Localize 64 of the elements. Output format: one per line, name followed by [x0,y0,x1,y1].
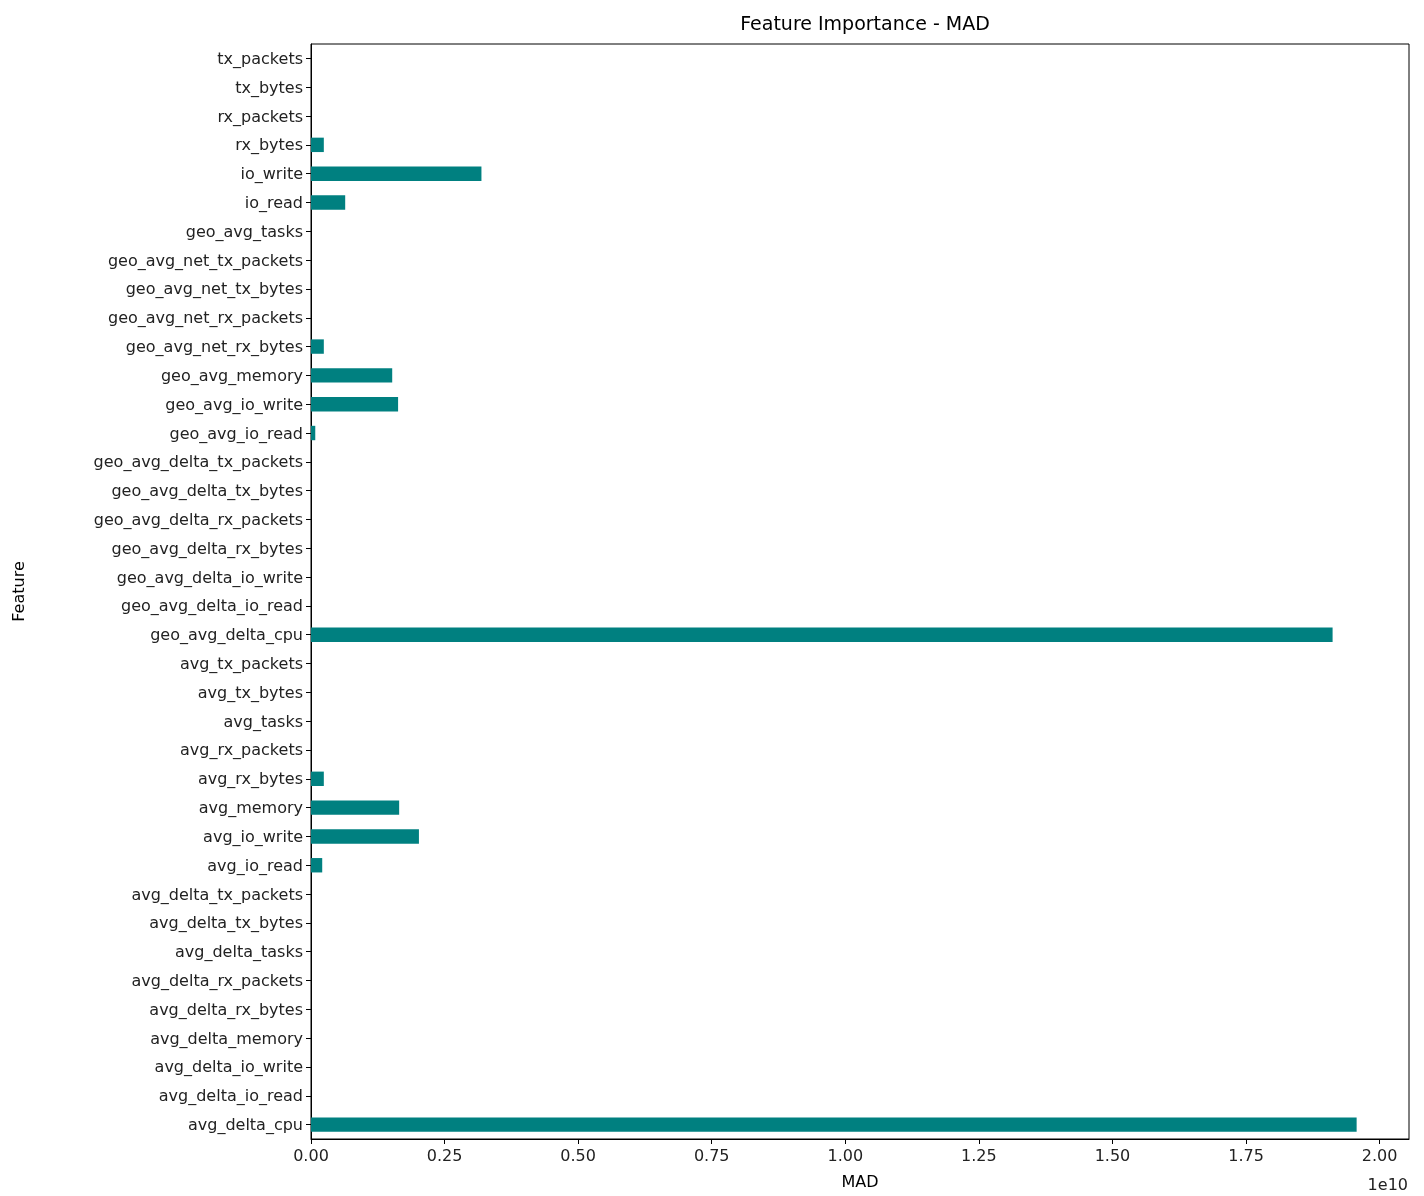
y-tick-label: avg_delta_rx_bytes [149,999,303,1020]
y-tick-label: avg_delta_cpu [187,1115,303,1136]
y-tick-label: tx_bytes [235,77,303,98]
y-tick-label: geo_avg_delta_io_read [120,596,303,617]
y-tick-label: geo_avg_tasks [185,221,303,242]
y-tick-label: geo_avg_net_rx_bytes [125,337,303,358]
x-tick-label: 1.75 [1228,1145,1264,1165]
x-tick-label: 1.25 [961,1145,997,1165]
bar [311,137,324,153]
bar [311,195,346,210]
y-tick-label: avg_delta_memory [150,1028,303,1049]
y-tick-label: avg_delta_io_read [158,1086,303,1107]
y-tick-label: avg_io_write [203,826,303,847]
y-tick-label: geo_avg_net_tx_bytes [125,279,303,300]
x-tick-label: 0.25 [426,1145,463,1165]
x-tick-label: 1.50 [1094,1145,1131,1165]
y-tick-label: io_write [240,164,303,185]
y-axis-title: Feature [8,561,28,622]
y-tick-label: geo_avg_io_write [165,394,303,415]
y-tick-label: avg_delta_rx_packets [131,971,303,992]
y-tick-label: avg_rx_packets [180,740,303,761]
chart-title: Feature Importance - MAD [740,11,990,34]
y-tick-label: avg_rx_bytes [197,769,303,790]
y-tick-label: avg_io_read [207,855,303,876]
y-tick-label: geo_avg_delta_rx_packets [93,509,303,530]
bar [311,166,482,181]
bar [311,829,419,844]
x-tick-label: 0.50 [560,1145,596,1165]
y-tick-label: geo_avg_delta_io_write [116,567,303,588]
y-tick-label: geo_avg_delta_tx_packets [93,452,303,473]
x-tick-label: 0.00 [293,1145,329,1165]
text: 1e10 [1367,1174,1409,1194]
bar [311,425,316,441]
bar [311,800,400,815]
x-tick-label: 2.00 [1361,1145,1398,1165]
bar [311,627,1333,642]
x-tick-label: 0.75 [693,1145,730,1165]
x-tick-label: 1.00 [827,1145,864,1165]
y-tick-label: geo_avg_delta_cpu [150,625,303,646]
y-tick-label: geo_avg_delta_rx_bytes [111,538,303,559]
y-tick-label: geo_avg_delta_tx_bytes [111,481,303,502]
y-tick-label: geo_avg_io_read [169,423,303,444]
y-tick-label: avg_tx_bytes [197,682,303,703]
y-tick-label: geo_avg_memory [160,365,303,386]
y-tick-label: geo_avg_net_tx_packets [107,250,303,271]
bar [311,1117,1357,1132]
y-tick-label: avg_delta_tasks [175,942,303,963]
y-tick-label: rx_packets [217,106,303,127]
y-tick-label: tx_packets [217,48,303,69]
bar [311,396,399,412]
y-tick-label: rx_bytes [235,135,303,156]
y-tick-label: avg_tx_packets [179,654,303,675]
bar [311,368,393,383]
y-tick-label: avg_memory [198,798,303,819]
y-tick-label: avg_delta_io_write [154,1057,303,1078]
bar [311,858,323,873]
y-tick-label: avg_tasks [223,711,303,732]
bar [311,771,324,787]
y-tick-label: geo_avg_net_rx_packets [108,308,303,329]
x-axis-title: MAD [841,1171,879,1191]
y-tick-label: avg_delta_tx_bytes [149,913,303,934]
y-tick-label: io_read [244,192,303,213]
y-tick-label: avg_delta_tx_packets [131,884,303,905]
bar [311,339,324,354]
